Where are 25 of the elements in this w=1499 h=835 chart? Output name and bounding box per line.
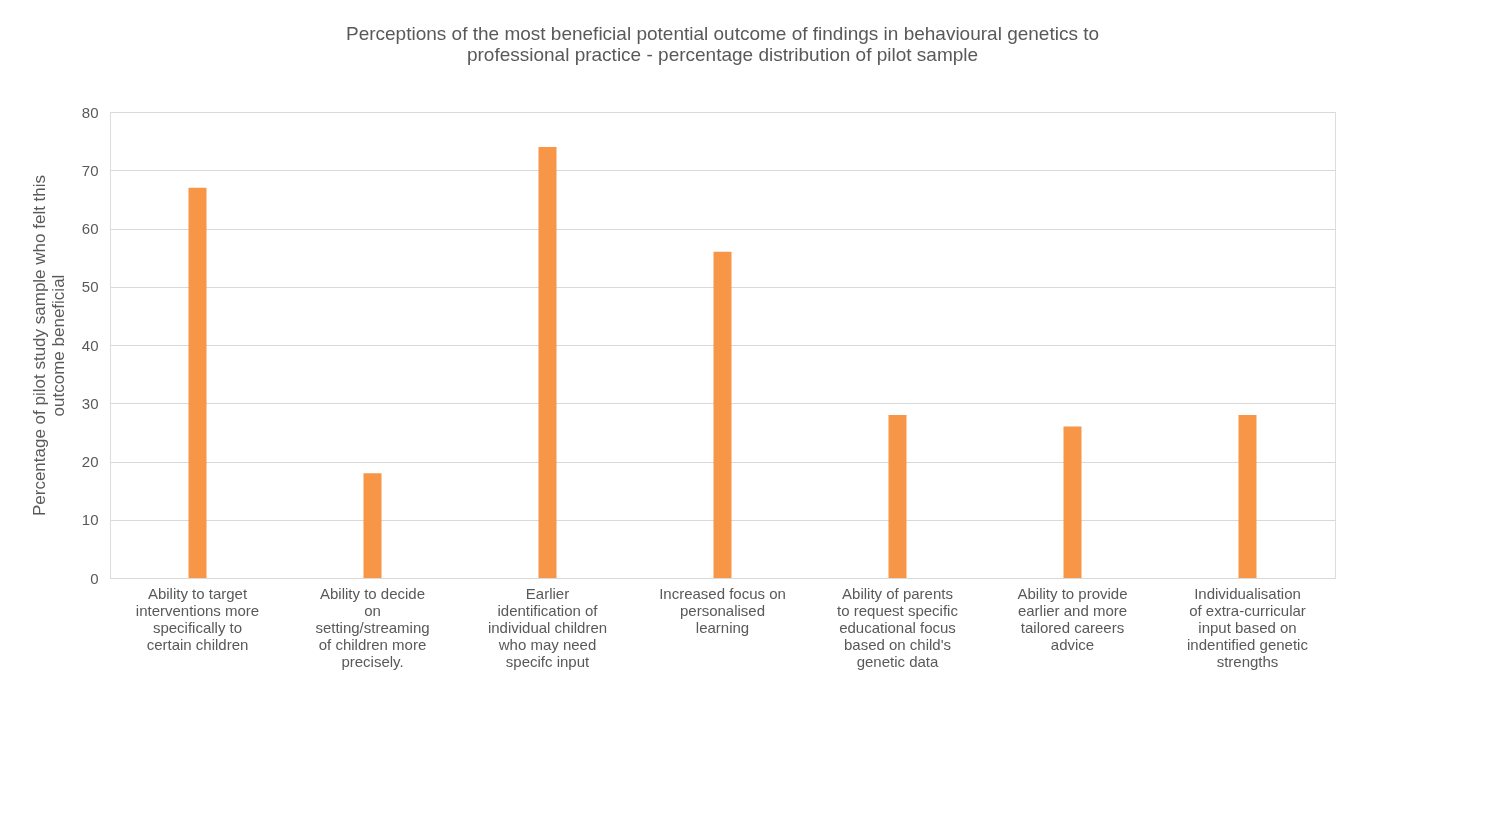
chart-title: Perceptions of the most beneficial potential outcome of findings in behavioural genetics to professional practice - percentage distribution of pilot sample [345, 23, 1100, 65]
bar [888, 414, 907, 578]
y-tick-label: 50 [81, 278, 99, 296]
bar [538, 146, 557, 578]
x-tick-label: Ability to provide earlier and more tailored careers advice [1017, 584, 1128, 653]
y-tick-label: 40 [81, 336, 99, 354]
x-tick-label: Individualisation of extra-curricular input based on indentified genetic strengths [1187, 584, 1309, 670]
bar [1238, 414, 1257, 578]
x-tick-label: Ability to decide on setting/streaming of children more precisely. [315, 584, 430, 670]
y-tick-label: 10 [81, 511, 99, 529]
bar [1063, 426, 1082, 578]
x-tick-label: Earlier identification of individual children who may need specifc input [487, 584, 608, 670]
y-tick-label: 30 [81, 394, 99, 412]
y-axis-title: Percentage of pilot study sample who felt this outcome beneficial [29, 174, 68, 517]
y-tick-label: 0 [90, 569, 99, 587]
bar [188, 187, 207, 578]
x-tick-label: Increased focus on personalised learning [659, 584, 786, 636]
y-tick-label: 80 [81, 103, 99, 121]
y-tick-label: 20 [81, 453, 99, 470]
y-tick-label: 60 [81, 220, 99, 237]
bar [363, 473, 382, 578]
x-tick-label: Ability to target interventions more specifically to certain children [135, 584, 260, 653]
y-tick-label: 70 [81, 161, 99, 179]
bar [713, 251, 732, 578]
x-tick-label: Ability of parents to request specific educational focus based on child's genetic data [837, 584, 959, 670]
